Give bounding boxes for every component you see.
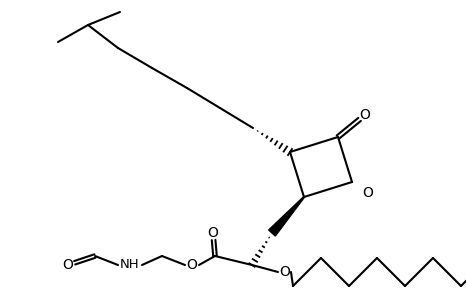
Polygon shape [268, 197, 304, 236]
Text: NH: NH [120, 258, 140, 271]
Text: O: O [207, 226, 219, 240]
Text: O: O [360, 108, 370, 122]
Text: O: O [363, 186, 373, 200]
Text: O: O [186, 258, 198, 272]
Text: O: O [280, 265, 290, 279]
Text: O: O [62, 258, 74, 272]
